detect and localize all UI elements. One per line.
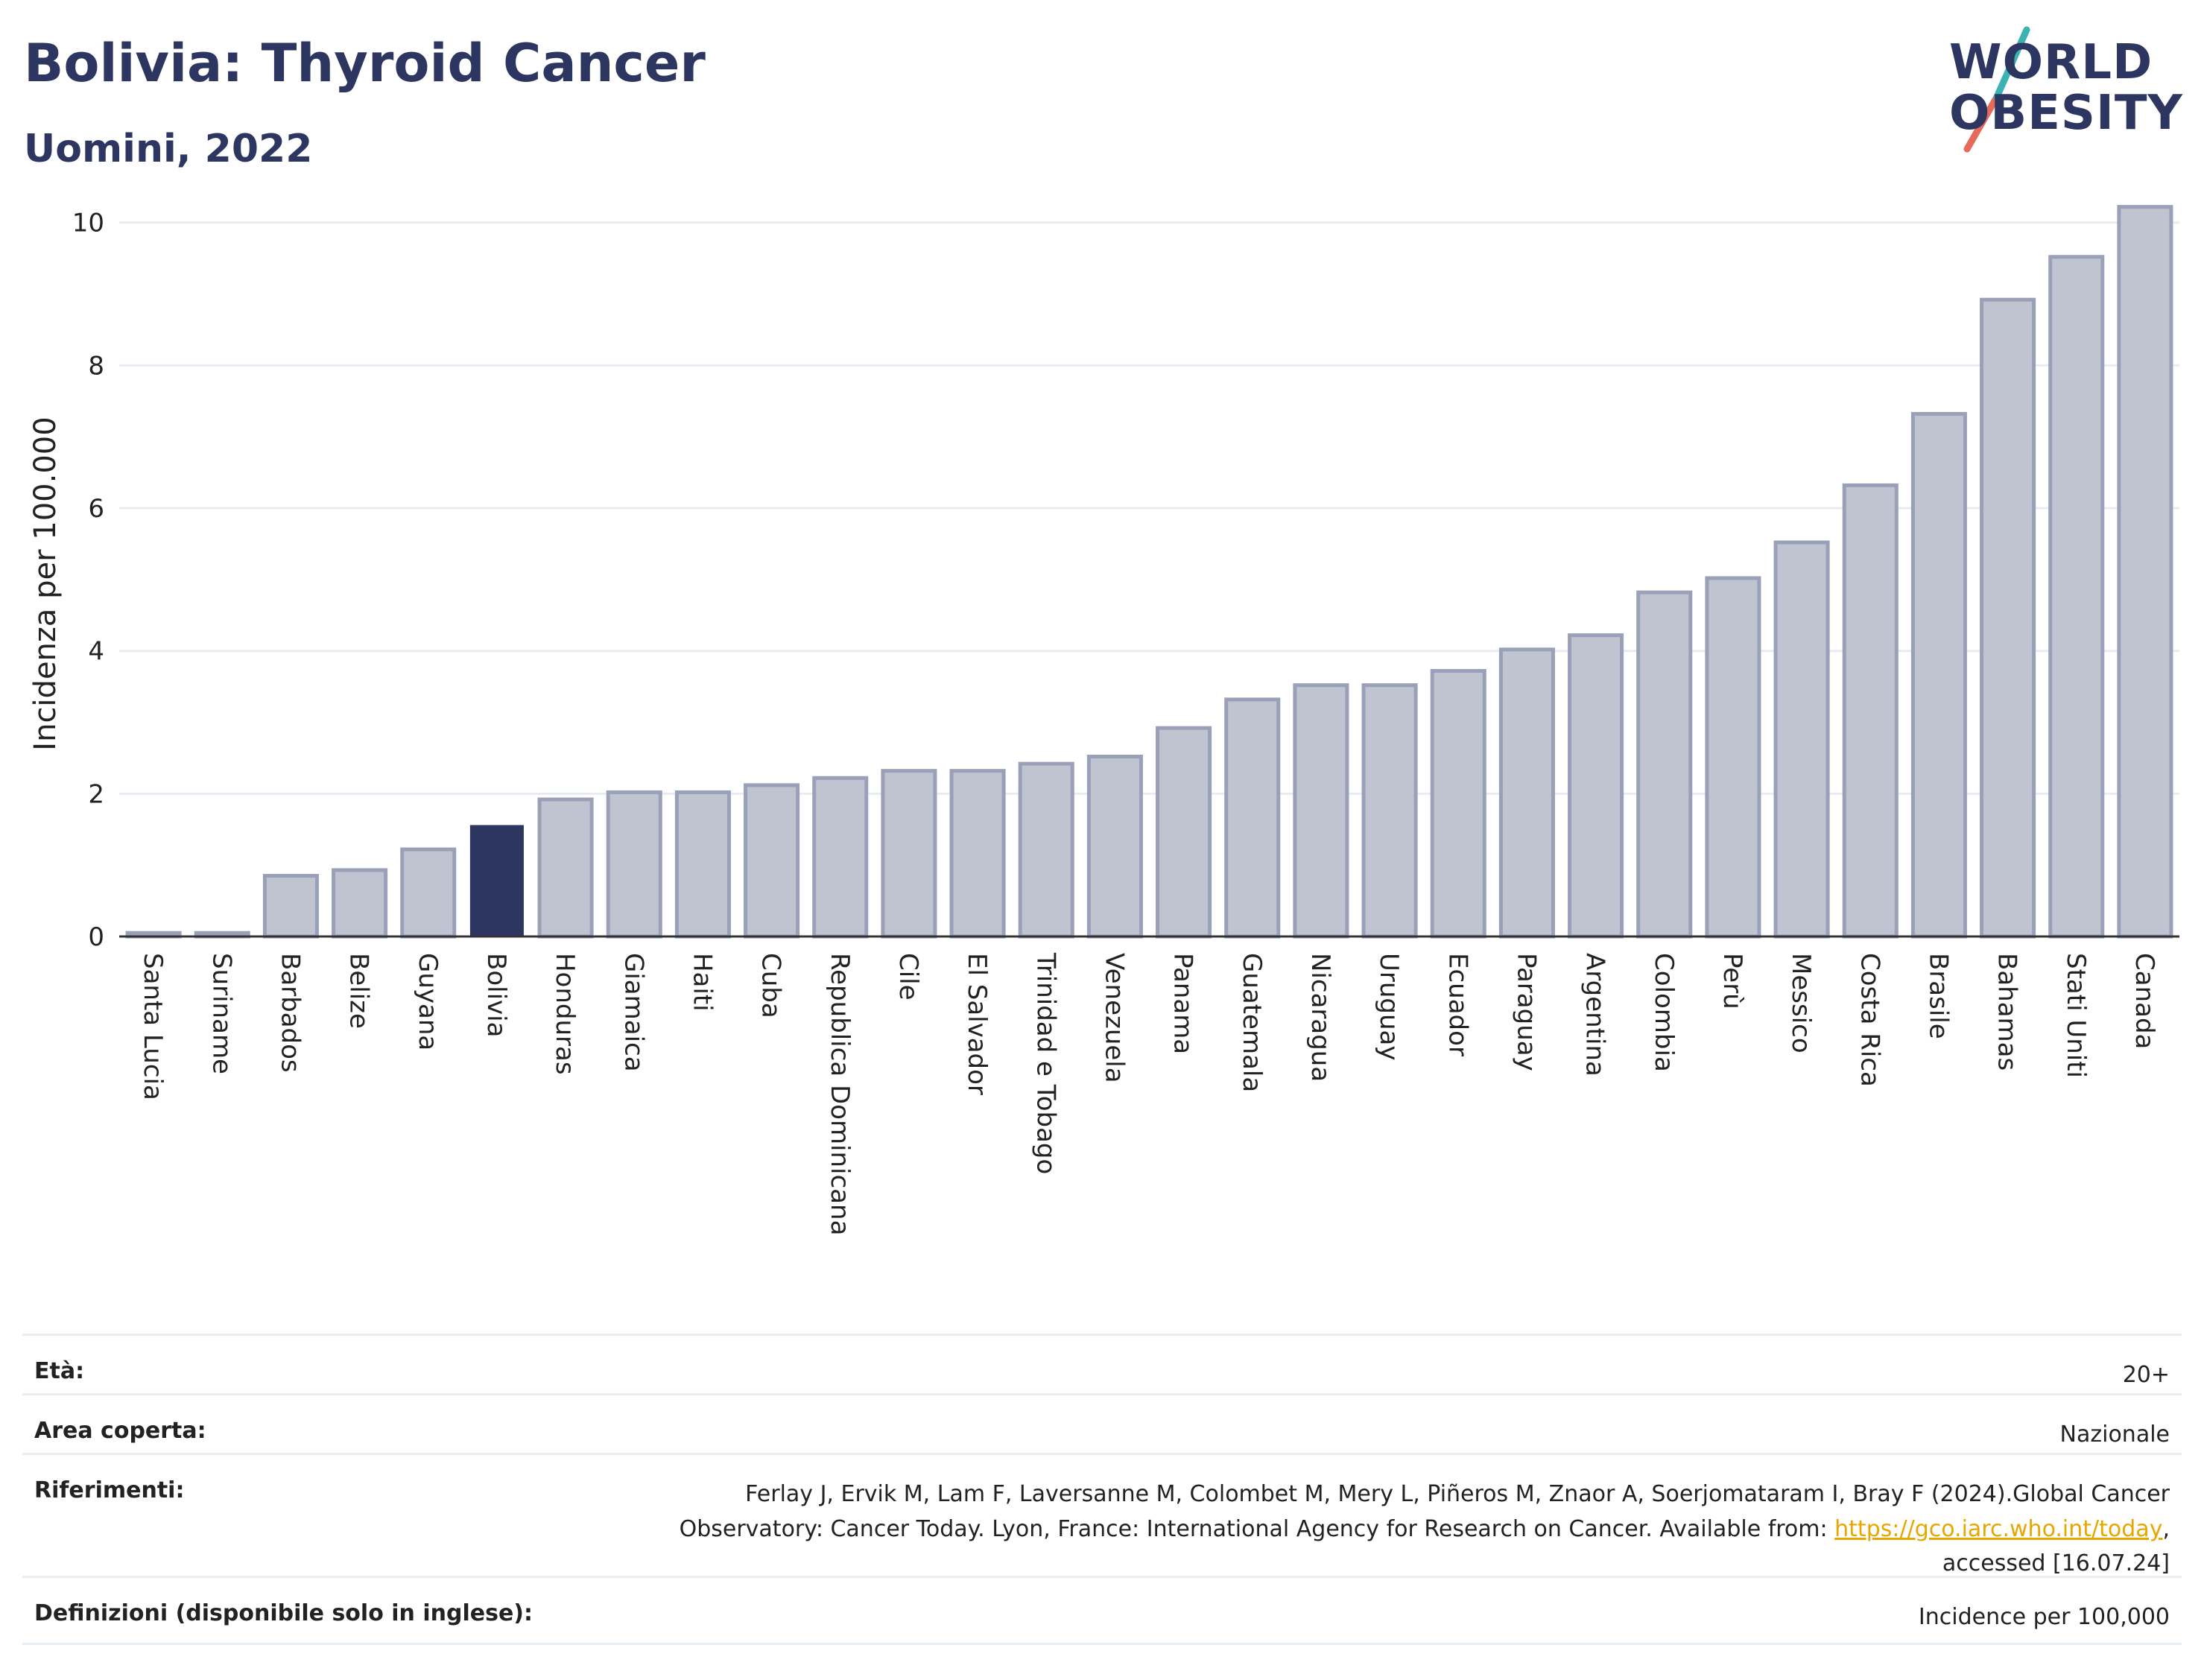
y-axis-title: Incidenza per 100.000	[28, 416, 63, 750]
references-line-2-text: Observatory: Cancer Today. Lyon, France:…	[679, 1515, 1835, 1542]
x-tick-label: Honduras	[550, 953, 580, 1075]
references-label: Riferimenti:	[34, 1477, 185, 1503]
x-axis-labels: Santa Lucia Suriname Barbados Belize Guyana B…	[138, 952, 2159, 1235]
area-label: Area coperta:	[34, 1418, 206, 1444]
x-tick-label: Cile	[893, 953, 923, 1001]
area-value: Nazionale	[2059, 1421, 2170, 1448]
x-tick-label: Guatemala	[1237, 953, 1267, 1092]
x-tick-label: Haiti	[687, 953, 717, 1012]
x-tick-label: Barbados	[275, 953, 305, 1073]
bar-bolivia	[469, 825, 524, 938]
logo-slash-icon	[1963, 26, 2030, 153]
bars	[125, 205, 2173, 939]
x-tick-label: El Salvador	[962, 953, 992, 1095]
logo-word-world: WORLD	[1949, 35, 2153, 90]
age-label: Età:	[34, 1358, 85, 1384]
age-value: 20+	[2122, 1362, 2170, 1388]
bar-guatemala	[1224, 697, 1281, 939]
chart-title: Bolivia: Thyroid Cancer	[24, 33, 706, 94]
references-link[interactable]: https://gco.iarc.who.int/today	[1834, 1515, 2163, 1542]
bar-cuba	[744, 783, 800, 939]
x-tick-label: Santa Lucia	[138, 953, 168, 1100]
x-tick-label: Belize	[344, 953, 374, 1029]
bar-panama	[1156, 726, 1212, 939]
x-tick-label: Guyana	[413, 953, 443, 1050]
bar-colombia	[1636, 590, 1693, 939]
x-tick-label: Paraguay	[1511, 953, 1541, 1071]
x-tick-label: Panama	[1168, 953, 1198, 1054]
bar-el-salvador	[949, 769, 1006, 939]
y-tick-label: 2	[88, 779, 104, 809]
meta-row-area: Area coperta: Nazionale	[22, 1393, 2182, 1455]
bar-giamaica	[606, 790, 662, 939]
bar-canada	[2117, 205, 2173, 939]
bar-cile	[881, 769, 937, 939]
bar-honduras	[537, 797, 594, 939]
y-tick-label: 0	[88, 922, 104, 952]
bar-nicaragua	[1293, 683, 1349, 939]
bar-ecuador	[1430, 669, 1486, 939]
y-tick-label: 8	[88, 351, 104, 381]
bar-uruguay	[1361, 683, 1418, 939]
world-obesity-logo: WORLD OBESITY	[1937, 22, 2191, 156]
x-tick-label: Stati Uniti	[2061, 953, 2091, 1078]
x-tick-label: Bahamas	[1992, 953, 2022, 1071]
y-tick-label: 6	[88, 494, 104, 524]
x-tick-label: Argentina	[1580, 953, 1610, 1077]
x-tick-label: Giamaica	[618, 953, 648, 1072]
x-tick-label: Perù	[1717, 953, 1747, 1009]
bar-paraguay	[1498, 647, 1555, 939]
bar-chart: 0 2 4 6 8 10 Santa Lucia Suriname Barbados Beliz…	[28, 205, 2179, 1235]
bar-messico	[1773, 540, 1830, 939]
x-tick-label: Nicaragua	[1305, 953, 1335, 1082]
bar-haiti	[674, 790, 731, 939]
x-tick-label: Suriname	[206, 953, 236, 1074]
x-tick-label: Costa Rica	[1855, 953, 1884, 1087]
x-tick-label: Canada	[2129, 953, 2159, 1049]
x-tick-label: Trinidad e Tobago	[1030, 952, 1060, 1174]
bar-trinidad-e-tobago	[1018, 761, 1074, 939]
bar-barbados	[262, 874, 319, 939]
references-line-2-end: ,	[2162, 1515, 2170, 1542]
bar-bahamas	[1980, 297, 2036, 939]
bar-argentina	[1568, 633, 1624, 939]
bar-venezuela	[1086, 755, 1143, 939]
bar-stati-uniti	[2048, 255, 2105, 939]
bar-costa-rica	[1842, 483, 1899, 939]
x-tick-label: Uruguay	[1374, 953, 1404, 1061]
bar-guyana	[400, 847, 457, 939]
bar-belize	[332, 868, 388, 939]
definitions-label: Definizioni (disponibile solo in inglese…	[34, 1600, 533, 1626]
x-tick-label: Bolivia	[481, 953, 511, 1037]
x-tick-label: Cuba	[756, 953, 786, 1018]
definitions-value: Incidence per 100,000	[1918, 1604, 2170, 1630]
meta-row-references: Riferimenti: Ferlay J, Ervik M, Lam F, L…	[22, 1453, 2182, 1578]
grid-lines	[119, 221, 2179, 795]
references-text: Ferlay J, Ervik M, Lam F, Laversanne M, …	[680, 1477, 2170, 1582]
meta-row-definitions: Definizioni (disponibile solo in inglese…	[22, 1576, 2182, 1645]
x-tick-label: Brasile	[1923, 953, 1953, 1039]
references-line-2: Observatory: Cancer Today. Lyon, France:…	[680, 1512, 2170, 1547]
bar-per-	[1705, 576, 1761, 939]
y-tick-label: 4	[88, 637, 104, 667]
chart-subtitle: Uomini, 2022	[24, 127, 313, 171]
references-line-1: Ferlay J, Ervik M, Lam F, Laversanne M, …	[745, 1481, 2170, 1507]
meta-row-age: Età: 20+	[22, 1334, 2182, 1395]
logo-word-obesity: OBESITY	[1949, 86, 2183, 141]
bar-brasile	[1910, 412, 1967, 939]
meta-bottom-border	[22, 1643, 2182, 1645]
y-axis-ticks: 0 2 4 6 8 10	[72, 209, 104, 952]
references-line-3: accessed [16.07.24]	[1942, 1550, 2170, 1576]
x-tick-label: Ecuador	[1443, 953, 1472, 1056]
x-tick-label: Messico	[1786, 953, 1816, 1053]
x-tick-label: Colombia	[1649, 953, 1679, 1072]
x-tick-label: Venezuela	[1099, 953, 1129, 1083]
y-tick-label: 10	[72, 209, 104, 238]
bar-republica-dominicana	[812, 776, 869, 939]
x-tick-label: Republica Dominicana	[825, 953, 855, 1235]
